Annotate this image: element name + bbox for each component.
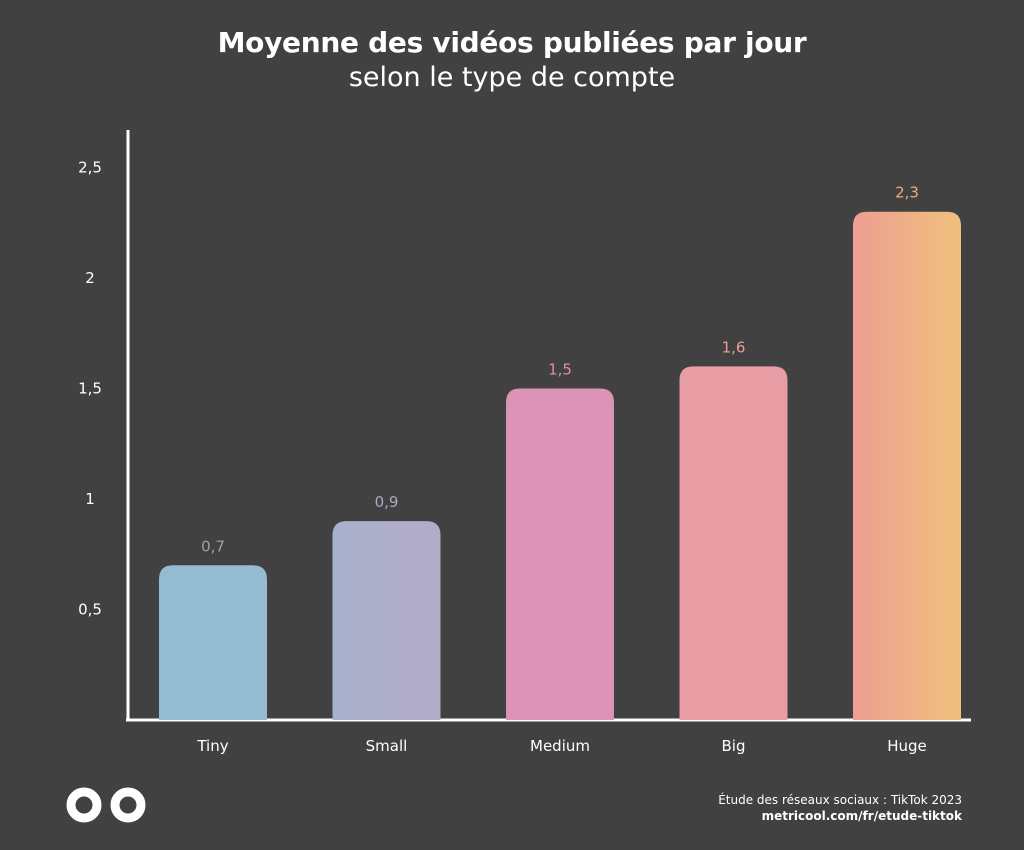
source-url: metricool.com/fr/etude-tiktok	[761, 809, 962, 823]
y-tick-label: 1,5	[78, 380, 102, 398]
y-tick-label: 2	[85, 269, 95, 287]
value-label-tiny: 0,7	[201, 537, 225, 555]
bar-tiny	[159, 565, 267, 720]
value-label-big: 1,6	[722, 338, 746, 356]
category-label-huge: Huge	[887, 737, 927, 755]
chart-subtitle: selon le type de compte	[348, 62, 676, 93]
bar-medium	[506, 388, 614, 720]
value-label-huge: 2,3	[895, 184, 919, 202]
category-label-tiny: Tiny	[196, 737, 228, 755]
bar-huge	[853, 211, 961, 720]
bar-small	[332, 521, 441, 720]
y-tick-label: 0,5	[78, 601, 102, 619]
value-label-small: 0,9	[375, 493, 399, 511]
value-label-medium: 1,5	[548, 361, 572, 379]
category-label-big: Big	[722, 737, 746, 755]
bar-big	[679, 366, 788, 720]
chart-title: Moyenne des vidéos publiées par jour	[217, 26, 807, 59]
category-label-medium: Medium	[530, 737, 590, 755]
category-label-small: Small	[366, 737, 408, 755]
source-line: Étude des réseaux sociaux : TikTok 2023	[718, 793, 962, 807]
y-tick-label: 2,5	[78, 159, 102, 177]
metricool-infinity-logo-icon	[66, 787, 146, 823]
y-tick-label: 1	[85, 490, 95, 508]
